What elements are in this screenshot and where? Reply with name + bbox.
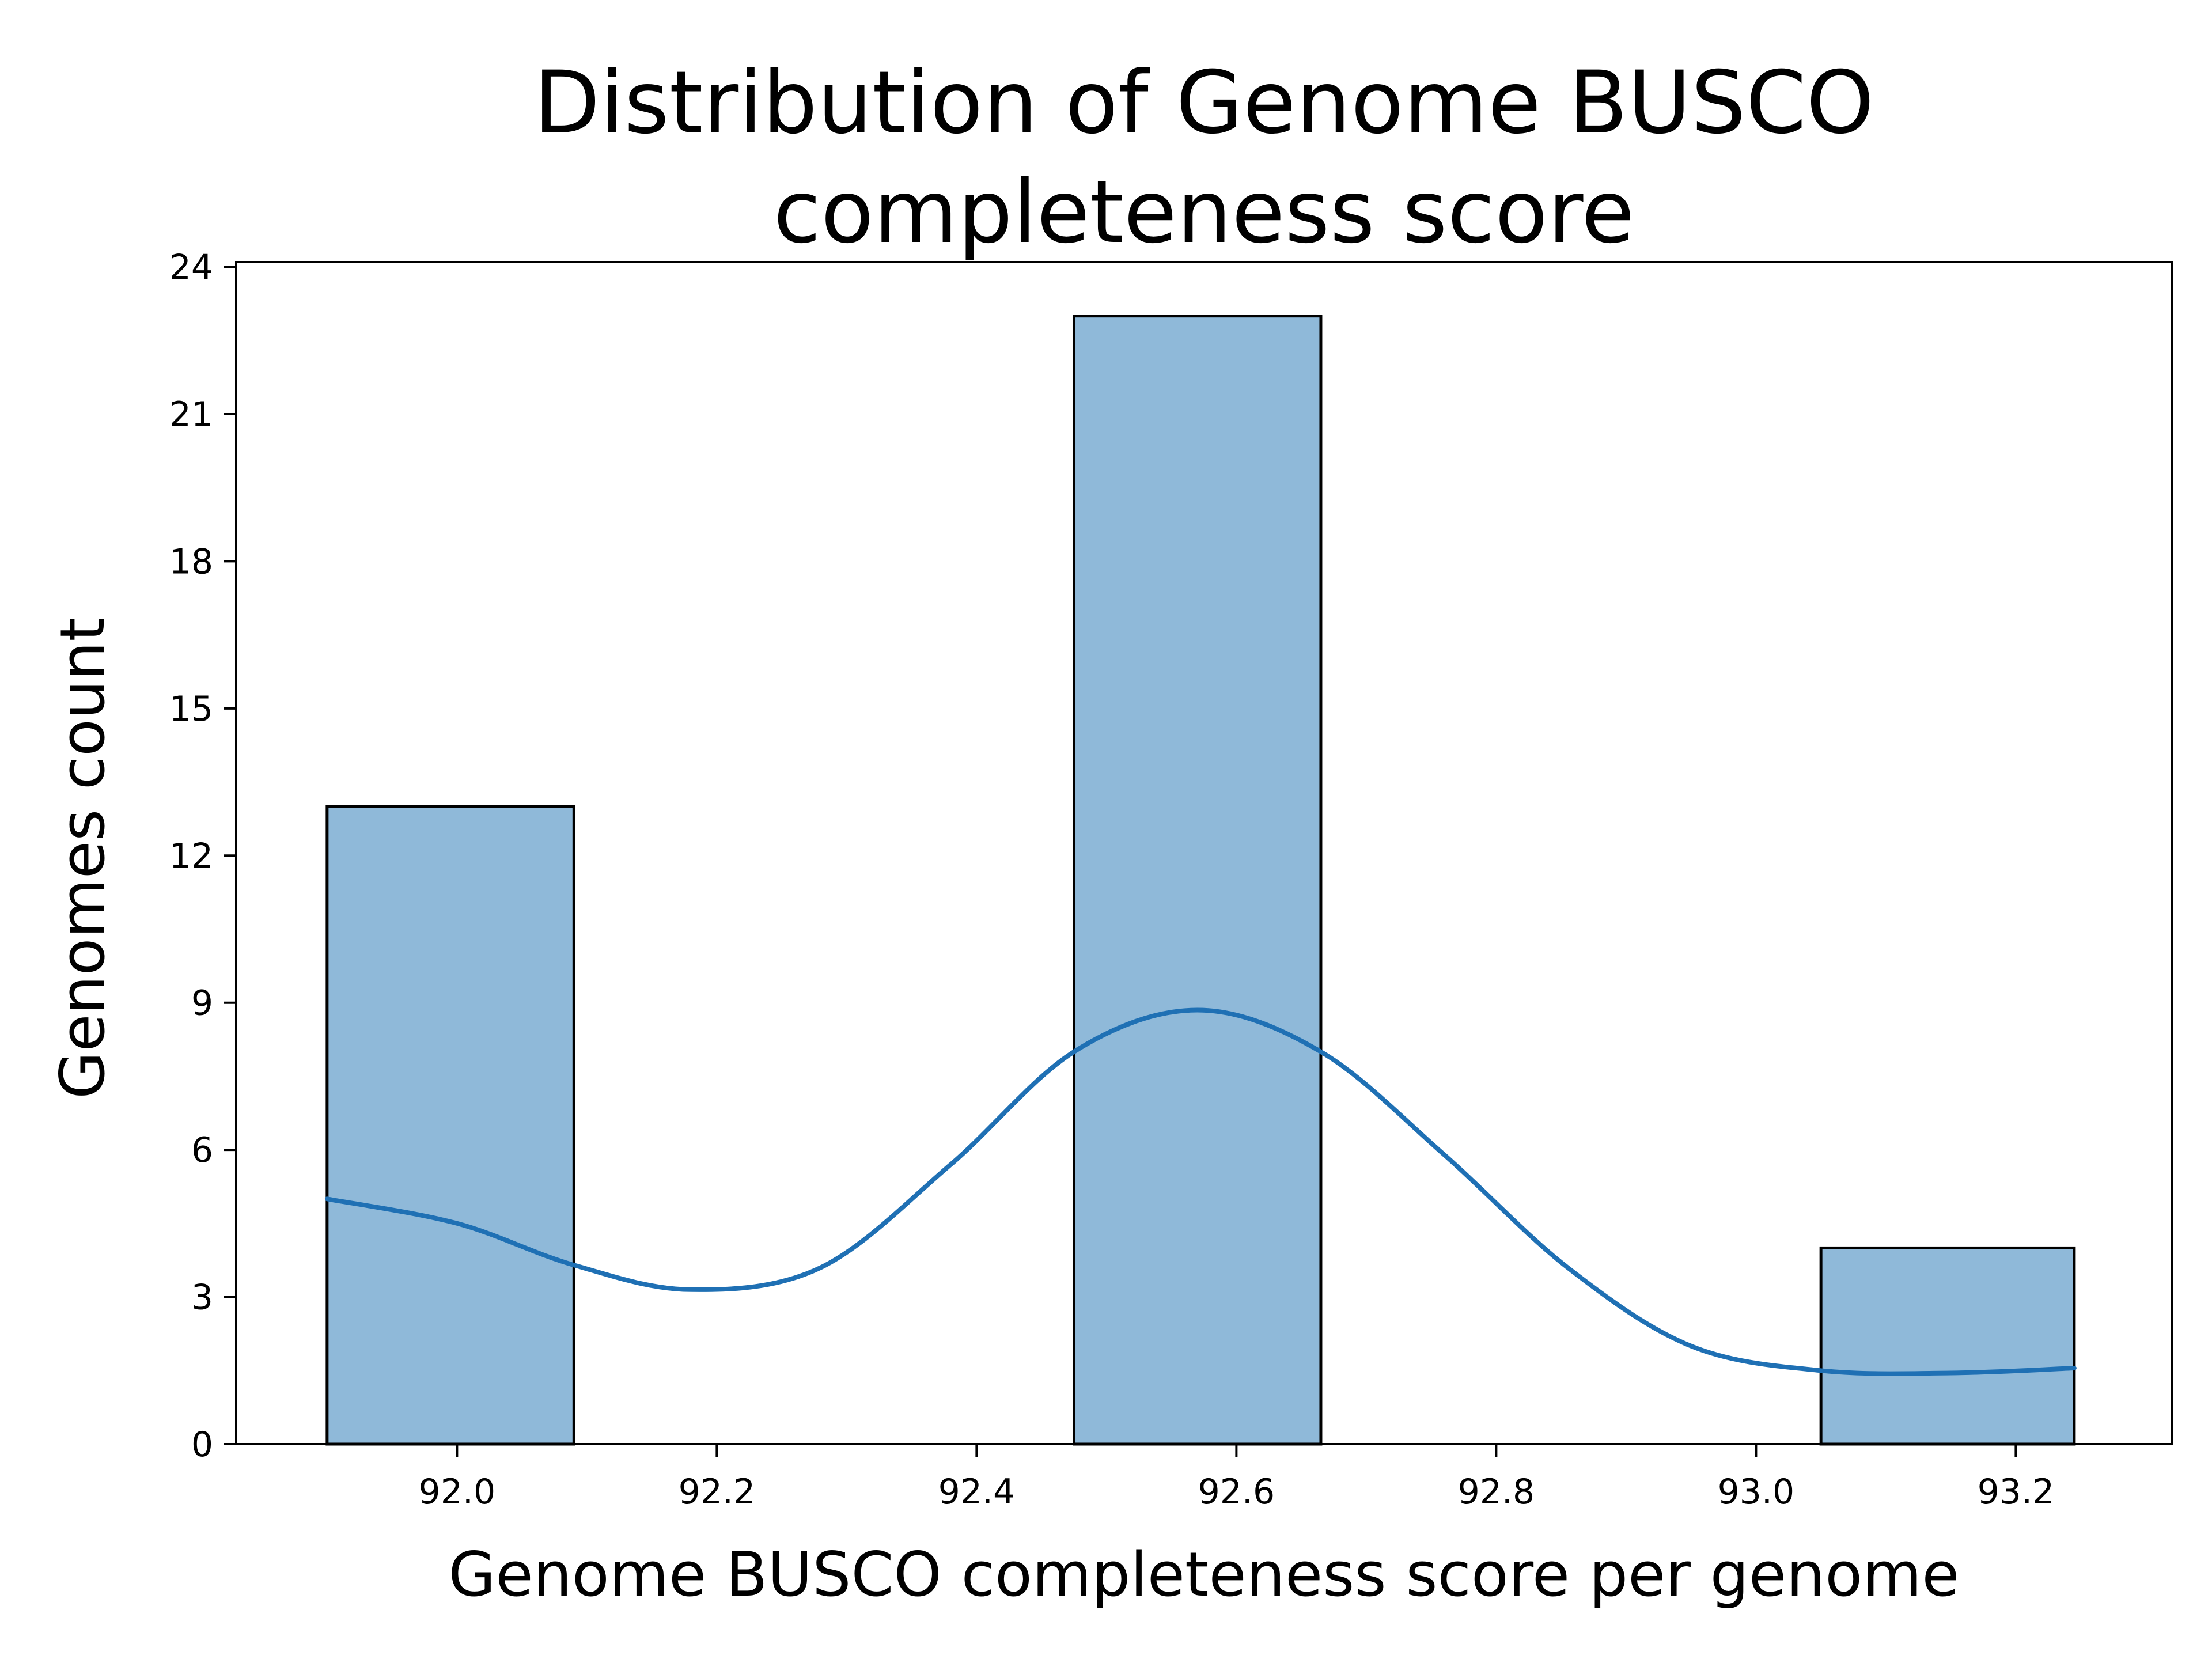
kde-curve xyxy=(324,1007,2077,1376)
x-tick-label-3: 92.6 xyxy=(1198,1472,1275,1512)
y-tick-label-7: 21 xyxy=(169,395,213,435)
y-axis-label: Genomes count xyxy=(47,618,118,1099)
x-tick-label-0: 92.0 xyxy=(419,1472,496,1512)
x-tick-label-4: 92.8 xyxy=(1458,1472,1535,1512)
y-tick-label-6: 18 xyxy=(169,541,213,582)
y-tick-label-4: 12 xyxy=(169,836,213,876)
x-tick-label-1: 92.2 xyxy=(679,1472,756,1512)
histogram-bar-3 xyxy=(1072,315,1323,1446)
y-tick-label-8: 24 xyxy=(169,248,213,288)
x-axis-label: Genome BUSCO completeness score per geno… xyxy=(448,1539,1959,1610)
y-tick-label-5: 15 xyxy=(169,689,213,729)
chart-title: Distribution of Genome BUSCO completenes… xyxy=(533,53,1874,263)
y-axis: 0 3 6 9 12 15 18 21 24 xyxy=(169,248,236,1465)
y-tick-label-3: 9 xyxy=(191,983,213,1024)
x-tick-label-2: 92.4 xyxy=(938,1472,1016,1512)
y-tick-label-2: 6 xyxy=(191,1130,213,1171)
x-tick-label-6: 93.2 xyxy=(1978,1472,2055,1512)
histogram-bar-0 xyxy=(325,805,575,1446)
x-tick-label-5: 93.0 xyxy=(1718,1472,1795,1512)
histogram-bar-6 xyxy=(1819,1246,2076,1446)
y-tick-label-1: 3 xyxy=(191,1278,213,1318)
chart-title-line-1: Distribution of Genome BUSCO xyxy=(533,53,1874,153)
x-axis: 92.0 92.2 92.4 92.6 92.8 93.0 93.2 xyxy=(419,1444,2055,1512)
y-tick-label-0: 0 xyxy=(191,1425,213,1465)
plot-frame xyxy=(235,261,2173,1445)
histogram-bars xyxy=(325,315,2076,1446)
chart-title-line-2: completeness score xyxy=(773,162,1634,263)
